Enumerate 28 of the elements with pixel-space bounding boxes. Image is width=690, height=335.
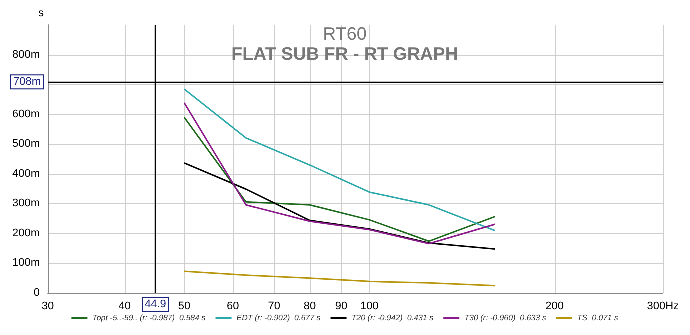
legend-label: TS 0.071 s [577, 314, 618, 322]
ref-line-label: 708m [13, 76, 41, 88]
y-tick-label: 300m [12, 198, 40, 210]
x-tick-label: 100 [360, 300, 379, 312]
y-tick-label: 600m [12, 108, 40, 120]
y-tick-label: 800m [12, 48, 40, 61]
y-tick-label: 100m [12, 257, 40, 270]
x-tick-label: 50 [178, 300, 191, 312]
x-tick-label: 40 [118, 300, 131, 312]
legend-label: Topt -5..-59.. (r: -0.987) 0.584 s [92, 314, 206, 322]
x-tick-label: 200 [546, 300, 564, 312]
chart-title: RT60 [323, 24, 367, 44]
legend-label: EDT (r: -0.902) 0.677 s [236, 314, 321, 322]
x-tick-label: 80 [304, 300, 316, 312]
ref-line-label: 44.9 [145, 298, 166, 310]
x-tick-label: 60 [227, 300, 240, 312]
legend-label: T20 (r: -0.942) 0.431 s [352, 314, 434, 322]
text: FLAT SUB FR - RT GRAPH [232, 44, 458, 64]
y-tick-label: 200m [12, 227, 40, 240]
y-tick-label: 500m [12, 138, 40, 150]
x-tick-label: 30 [42, 300, 54, 312]
x-tick-label: 70 [268, 300, 280, 312]
x-tick-label: 300Hz [647, 300, 679, 312]
y-axis-title: s [38, 8, 44, 20]
y-tick-label: 0 [34, 287, 40, 299]
x-tick-label: 90 [335, 300, 348, 312]
y-tick-label: 400m [12, 168, 40, 180]
legend-label: T30 (r: -0.960) 0.633 s [464, 314, 546, 322]
